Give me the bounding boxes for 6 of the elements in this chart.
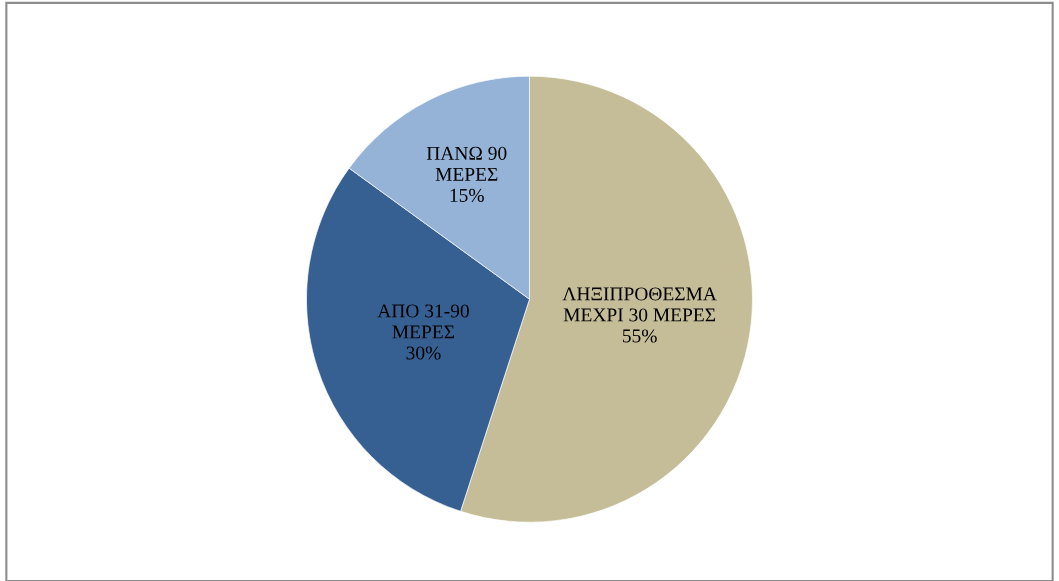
slice-label: ΠΑΝΩ 90 ΜΕΡΕΣ: [426, 146, 507, 181]
slice-label: ΑΠΟ 31-90 ΜΕΡΕΣ: [377, 304, 469, 339]
data-label: 55%: [622, 329, 657, 343]
data-label: 15%: [450, 188, 484, 202]
data-label: 30%: [406, 346, 441, 360]
slice-label: ΛΗΞΙΠΡΟΘΕΣΜΑ ΜΕΧΡΙ 30 ΜΕΡΕΣ: [562, 287, 717, 322]
